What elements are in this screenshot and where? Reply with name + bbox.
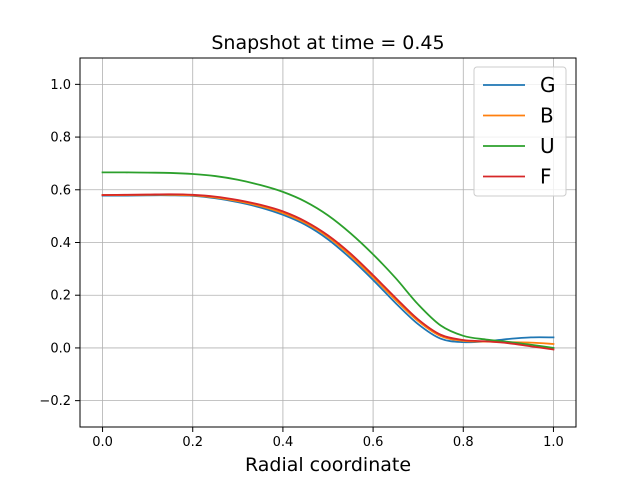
x-tick-label: 1.0: [543, 435, 564, 450]
y-tick-label: 0.2: [50, 289, 71, 304]
x-axis-label: Radial coordinate: [245, 454, 411, 476]
y-tick-label: 0.4: [50, 236, 71, 251]
series-line-F: [101, 193, 555, 351]
y-tick-label: 1.0: [50, 78, 71, 93]
legend-label-B: B: [540, 104, 554, 128]
x-tick-label: 0.0: [92, 435, 113, 450]
ticks: 0.0 0.2 0.4 0.6 0.8 1.0 −0.2 0.0 0.2 0.4 0.6 0.8 1.0: [39, 78, 563, 450]
y-tick-label: −0.2: [39, 394, 71, 409]
y-tick-label: 0.0: [50, 341, 71, 356]
x-tick-label: 0.8: [453, 435, 474, 450]
x-tick-label: 0.2: [182, 435, 203, 450]
x-tick-label: 0.6: [363, 435, 384, 450]
series-lines: [101, 171, 555, 351]
chart-title: Snapshot at time = 0.45: [211, 32, 444, 54]
y-tick-label: 0.6: [50, 183, 71, 198]
x-tick-label: 0.4: [273, 435, 294, 450]
legend-label-F: F: [540, 165, 552, 189]
series-line-U: [101, 171, 555, 349]
legend-label-U: U: [540, 134, 555, 158]
legend-box: [473, 66, 567, 197]
y-tick-label: 0.8: [50, 131, 71, 146]
legend-label-G: G: [540, 73, 556, 97]
